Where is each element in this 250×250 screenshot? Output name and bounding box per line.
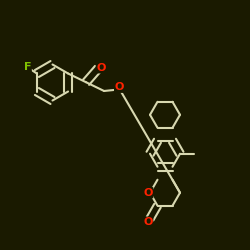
Text: O: O — [96, 63, 106, 73]
Text: F: F — [24, 62, 31, 72]
Text: O: O — [143, 217, 153, 227]
Text: O: O — [115, 82, 124, 92]
Text: O: O — [143, 188, 153, 198]
